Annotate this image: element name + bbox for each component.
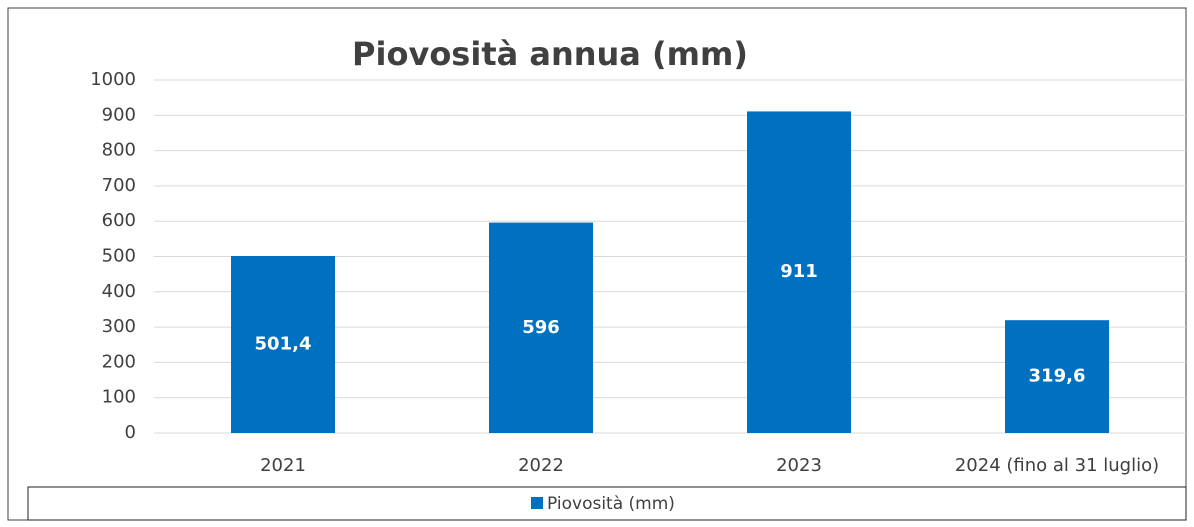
bar (231, 256, 335, 433)
y-tick-label: 800 (102, 140, 136, 161)
bar (489, 222, 593, 433)
data-label: 596 (522, 317, 560, 338)
data-label: 911 (780, 261, 818, 282)
data-label: 501,4 (255, 334, 312, 355)
x-tick-label: 2023 (776, 455, 822, 476)
y-tick-label: 0 (125, 422, 136, 443)
y-tick-label: 300 (102, 316, 136, 337)
legend-swatch (531, 497, 543, 509)
legend-label: Piovosità (mm) (547, 494, 675, 514)
data-label: 319,6 (1029, 366, 1086, 387)
y-tick-label: 1000 (90, 69, 136, 90)
y-tick-label: 200 (102, 351, 136, 372)
y-tick-label: 700 (102, 175, 136, 196)
y-tick-label: 400 (102, 281, 136, 302)
y-tick-label: 100 (102, 387, 136, 408)
chart-title: Piovosità annua (mm) (352, 35, 748, 73)
y-tick-label: 900 (102, 104, 136, 125)
bar (747, 111, 851, 434)
x-tick-label: 2022 (518, 455, 564, 476)
bar (1005, 320, 1109, 433)
chart-border (7, 7, 1187, 521)
x-tick-label: 2021 (260, 455, 306, 476)
x-tick-label: 2024 (fino al 31 luglio) (955, 455, 1159, 476)
y-tick-label: 600 (102, 210, 136, 231)
y-tick-label: 500 (102, 246, 136, 267)
legend-box (27, 486, 1187, 521)
